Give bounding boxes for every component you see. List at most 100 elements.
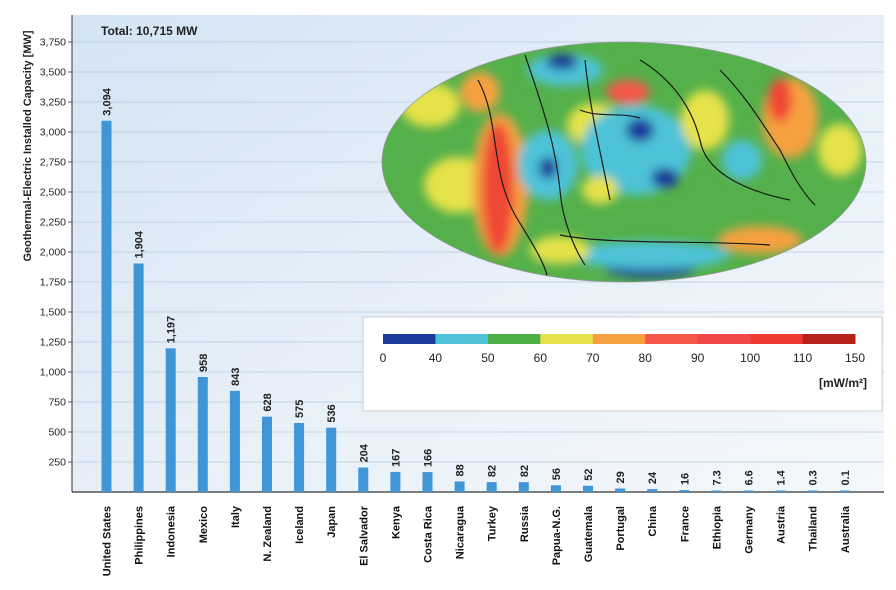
bar bbox=[486, 482, 497, 492]
category-label: Russia bbox=[519, 505, 531, 542]
y-axis-label: Geothermal-Electric Installed Capacity [… bbox=[22, 30, 34, 261]
y-tick-label: 1,500 bbox=[40, 307, 66, 319]
bar-value-label: 167 bbox=[390, 449, 402, 467]
y-tick-label: 500 bbox=[48, 427, 66, 439]
category-label: Australia bbox=[840, 505, 852, 553]
category-label: Ethiopia bbox=[711, 505, 723, 549]
category-label: Guatemala bbox=[583, 505, 595, 562]
category-label: Turkey bbox=[487, 505, 499, 541]
legend-tick-label: 100 bbox=[740, 351, 760, 365]
category-label: Italy bbox=[230, 505, 242, 528]
bar-value-label: 29 bbox=[615, 471, 627, 483]
legend-color-swatch bbox=[697, 334, 751, 344]
category-label: Philippines bbox=[134, 506, 146, 565]
bar-value-label: 52 bbox=[583, 469, 595, 481]
bar bbox=[358, 467, 369, 492]
bar bbox=[518, 482, 529, 492]
category-labels: United States Philippines Indonesia Mexico I… bbox=[102, 505, 852, 576]
legend-tick-label: 110 bbox=[793, 351, 812, 365]
bar bbox=[133, 263, 144, 492]
category-label: El Salvador bbox=[358, 505, 370, 566]
bar bbox=[647, 489, 658, 492]
bar-value-label: 1.4 bbox=[776, 469, 788, 485]
legend-tick-label: 90 bbox=[691, 351, 705, 365]
bar bbox=[165, 348, 176, 492]
bar-value-label: 628 bbox=[262, 393, 274, 411]
y-tick-label: 2,250 bbox=[40, 217, 66, 229]
bar-value-label: 843 bbox=[230, 367, 242, 385]
bar bbox=[615, 488, 626, 492]
bar bbox=[390, 471, 401, 492]
bar-value-label: 958 bbox=[198, 354, 210, 372]
bar-value-label: 6.6 bbox=[744, 470, 756, 485]
y-tick-label: 250 bbox=[48, 457, 66, 469]
legend-color-swatch bbox=[645, 334, 699, 344]
bar bbox=[775, 490, 786, 492]
bar-value-label: 575 bbox=[294, 400, 306, 418]
legend-unit: [mW/m²] bbox=[819, 376, 867, 390]
category-label: Papua-N.G. bbox=[551, 506, 563, 565]
legend-tick-label: 0 bbox=[380, 351, 387, 365]
bar-value-label: 88 bbox=[455, 464, 467, 476]
legend-tick-label: 40 bbox=[429, 351, 443, 365]
bar-series bbox=[101, 120, 850, 492]
bar bbox=[743, 490, 754, 492]
y-tick-label: 3,500 bbox=[40, 67, 66, 79]
category-label: China bbox=[647, 505, 659, 536]
bar-value-label: 0.3 bbox=[808, 470, 820, 485]
bar-value-label: 536 bbox=[326, 404, 338, 422]
legend-tick-label: 150 bbox=[845, 351, 865, 365]
total-label: Total: 10,715 MW bbox=[101, 24, 198, 38]
bar-value-label: 1,904 bbox=[134, 230, 146, 258]
y-tick-label: 2,750 bbox=[40, 157, 66, 169]
bar bbox=[422, 472, 433, 492]
legend-color-swatch bbox=[487, 334, 541, 344]
bar-value-label: 16 bbox=[679, 473, 691, 485]
bar bbox=[101, 120, 112, 492]
legend-tick-label: 50 bbox=[481, 351, 495, 365]
category-label: France bbox=[679, 506, 691, 542]
legend-color-swatch bbox=[750, 334, 804, 344]
bar bbox=[454, 481, 465, 492]
y-tick-label: 1,250 bbox=[40, 337, 66, 349]
y-tick-label: 3,750 bbox=[40, 37, 66, 49]
legend-color-swatch bbox=[435, 334, 489, 344]
bar bbox=[197, 377, 208, 492]
bar bbox=[807, 490, 818, 492]
y-tick-label: 3,000 bbox=[40, 127, 66, 139]
bar bbox=[326, 427, 337, 492]
y-tick-label: 2,500 bbox=[40, 187, 66, 199]
category-label: N. Zealand bbox=[262, 506, 274, 562]
bar bbox=[229, 390, 240, 492]
legend-tick-label: 70 bbox=[586, 351, 600, 365]
bar bbox=[262, 416, 272, 492]
category-label: Kenya bbox=[390, 505, 402, 539]
bar-value-label: 0.1 bbox=[840, 470, 852, 485]
category-label: Indonesia bbox=[166, 505, 178, 557]
bar bbox=[550, 485, 561, 492]
value-labels: 3,094 1,904 1,197 958 843 628 575 536 204 167 166 8… bbox=[102, 87, 852, 485]
y-tick-label: 2,000 bbox=[40, 247, 66, 259]
category-label: Nicaragua bbox=[455, 505, 467, 559]
bar-value-label: 166 bbox=[423, 449, 435, 467]
bar-value-label: 1,197 bbox=[166, 316, 178, 344]
heatflow-legend: 0 40 50 60 70 80 90 100 110 150 [mW/m²] bbox=[362, 316, 883, 412]
legend-color-swatch bbox=[540, 334, 594, 344]
bar-value-label: 82 bbox=[519, 465, 531, 477]
category-label: Japan bbox=[326, 506, 338, 538]
category-label: Costa Rica bbox=[423, 505, 435, 563]
legend-color-swatch bbox=[802, 334, 856, 344]
y-tick-label: 750 bbox=[48, 397, 66, 409]
bar bbox=[711, 490, 722, 492]
category-label: Germany bbox=[744, 505, 756, 554]
y-tick-label: 1,750 bbox=[40, 277, 66, 289]
category-label: Austria bbox=[776, 505, 788, 544]
bar bbox=[679, 490, 690, 492]
bar bbox=[583, 485, 593, 492]
category-label: Iceland bbox=[294, 506, 306, 544]
y-tick-labels: 250 500 750 1,000 1,250 1,500 1,750 2,000 2,250 2… bbox=[40, 37, 72, 469]
category-label: Mexico bbox=[198, 506, 210, 544]
category-label: United States bbox=[102, 506, 114, 576]
bar-value-label: 7.3 bbox=[711, 470, 723, 485]
